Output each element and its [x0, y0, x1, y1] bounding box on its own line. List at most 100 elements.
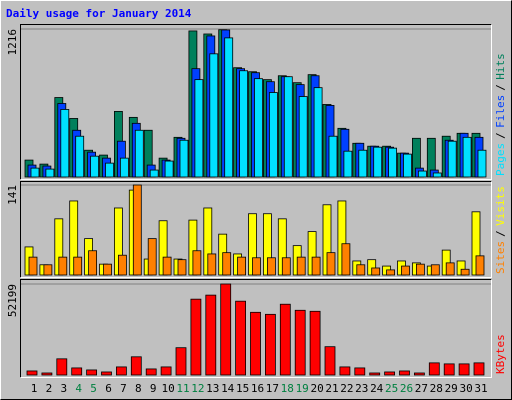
bar — [75, 135, 85, 178]
x-tick-label: 17 — [266, 382, 279, 395]
bar — [428, 362, 440, 376]
bar — [415, 263, 425, 276]
bar — [56, 358, 68, 376]
bar — [283, 76, 293, 178]
bar — [60, 109, 70, 178]
bar — [179, 139, 189, 178]
bar — [105, 162, 114, 178]
bar — [222, 252, 232, 276]
x-tick-label: 16 — [251, 382, 264, 395]
x-tick-label: 26 — [400, 382, 413, 395]
bar — [26, 370, 38, 376]
bevel — [20, 24, 492, 180]
bevel — [20, 279, 492, 378]
bar — [164, 160, 174, 178]
bar — [205, 294, 217, 376]
bar — [30, 167, 40, 178]
bar — [224, 37, 234, 178]
bar — [356, 264, 366, 276]
bar — [162, 256, 172, 276]
x-tick-label: 30 — [459, 382, 472, 395]
bar — [430, 264, 440, 276]
bar — [134, 129, 144, 178]
bar — [71, 367, 83, 376]
bar — [101, 371, 112, 376]
bar — [443, 363, 455, 376]
bevel — [20, 181, 492, 278]
bar — [45, 168, 55, 178]
x-tick-label: 11 — [176, 382, 189, 395]
bar — [209, 53, 219, 178]
x-tick-label: 31 — [474, 382, 487, 395]
bar — [192, 250, 202, 276]
bar — [147, 238, 157, 276]
bar — [388, 147, 398, 178]
bar — [369, 372, 381, 376]
bar — [43, 264, 53, 276]
y-tick-label: 141 — [6, 185, 19, 205]
bar — [326, 252, 336, 276]
bar — [145, 368, 157, 376]
legend-separator: / — [494, 132, 507, 139]
bar — [445, 262, 455, 276]
chart-title: Daily usage for January 2014 — [6, 7, 192, 20]
bar — [90, 155, 99, 178]
x-tick-label: 2 — [46, 382, 53, 395]
bar — [149, 169, 159, 178]
bar — [413, 372, 425, 376]
bar — [371, 267, 381, 276]
bar — [386, 269, 396, 276]
bar — [73, 256, 83, 276]
legend-entry: Sites — [494, 241, 507, 274]
bar — [458, 363, 470, 376]
bar — [399, 370, 410, 376]
x-tick-label: 27 — [415, 382, 428, 395]
bar — [313, 87, 323, 178]
bar — [460, 268, 470, 276]
x-tick-label: 8 — [135, 382, 142, 395]
bar — [309, 310, 321, 376]
bar — [160, 366, 172, 376]
bar — [268, 92, 278, 178]
bar — [28, 256, 38, 276]
bar — [194, 79, 204, 178]
bar — [339, 366, 351, 376]
y-tick-label: 52199 — [6, 284, 19, 317]
x-tick-label: 20 — [310, 382, 323, 395]
x-tick-label: 23 — [355, 382, 368, 395]
bar — [384, 371, 396, 376]
bar — [220, 283, 232, 376]
bar — [207, 253, 217, 276]
bar — [417, 170, 427, 178]
x-tick-label: 21 — [325, 382, 338, 395]
bar — [250, 311, 261, 376]
legend-entry: Pages — [494, 143, 507, 176]
bar — [88, 250, 97, 276]
x-tick-label: 14 — [221, 382, 235, 395]
bar — [358, 149, 368, 178]
bar — [279, 303, 291, 376]
x-tick-label: 6 — [105, 382, 112, 395]
bar — [177, 259, 187, 276]
x-tick-label: 5 — [90, 382, 97, 395]
bar — [328, 135, 338, 178]
bar — [432, 172, 442, 178]
x-tick-label: 1 — [31, 382, 38, 395]
bar — [298, 96, 308, 178]
bevel — [20, 181, 492, 278]
legend-separator: / — [494, 84, 507, 91]
bar — [58, 256, 68, 276]
bar — [294, 309, 306, 376]
x-tick-label: 7 — [120, 382, 127, 395]
legend-entry: Visits — [494, 186, 507, 226]
bar — [103, 263, 112, 276]
bar — [235, 300, 247, 376]
x-tick-label: 28 — [430, 382, 443, 395]
legend-entry: KBytes — [494, 334, 507, 374]
x-tick-label: 4 — [75, 382, 82, 395]
bar — [462, 136, 472, 178]
bar — [264, 313, 276, 376]
y-tick-label: 1216 — [6, 29, 19, 56]
